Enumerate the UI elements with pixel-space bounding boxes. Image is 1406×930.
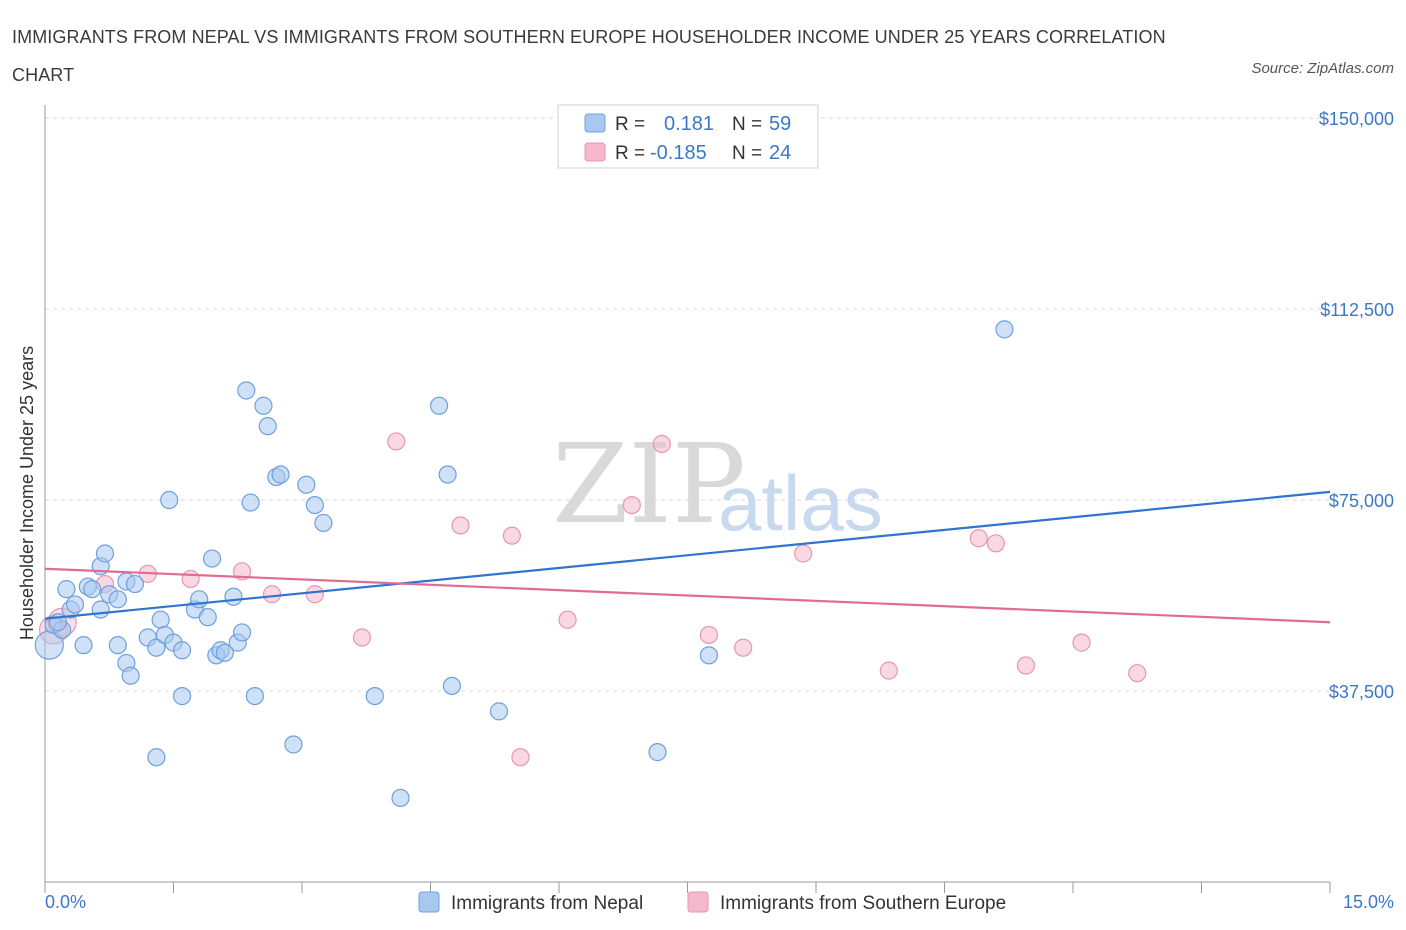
watermark-atlas: atlas <box>718 459 883 547</box>
data-point-nepal <box>237 381 256 400</box>
y-tick-label: $75,000 <box>1329 491 1394 511</box>
data-point-nepal <box>65 595 85 614</box>
data-point-nepal <box>648 743 667 762</box>
data-point-southern-europe <box>734 638 753 657</box>
x-tick-label-left: 0.0% <box>45 892 86 912</box>
data-point-nepal <box>297 475 316 494</box>
y-tick-label: $150,000 <box>1319 109 1394 129</box>
data-point-southern-europe <box>969 529 988 548</box>
data-point-southern-europe <box>262 585 282 604</box>
data-point-southern-europe <box>652 434 671 454</box>
legend-n-value-nepal: 59 <box>769 113 791 135</box>
legend-r-label-2: R = <box>615 143 645 164</box>
data-point-nepal <box>190 590 209 609</box>
correlation-legend: R = 0.181 N = 59 R = -0.185 N = 24 <box>557 104 819 169</box>
data-point-nepal <box>160 490 179 510</box>
data-point-nepal <box>215 643 234 662</box>
data-point-nepal <box>172 641 192 660</box>
legend-r-value-nepal: 0.181 <box>664 113 714 135</box>
legend-swatch-seu <box>584 142 606 162</box>
bottom-legend-swatch-seu <box>687 891 709 913</box>
data-point-nepal <box>202 549 222 568</box>
data-point-nepal <box>699 646 719 665</box>
data-point-southern-europe <box>181 569 200 589</box>
data-point-southern-europe <box>502 526 521 545</box>
series-legend: Immigrants from Nepal Immigrants from So… <box>418 891 1006 914</box>
trend-line-southern-europe <box>44 567 1331 624</box>
data-point-nepal <box>314 513 333 533</box>
data-point-nepal <box>232 623 252 642</box>
data-point-southern-europe <box>451 516 470 535</box>
data-point-nepal <box>429 396 449 415</box>
data-point-southern-europe <box>986 534 1006 553</box>
y-tick-label: $37,500 <box>1329 682 1394 702</box>
data-point-southern-europe <box>794 544 813 563</box>
data-point-southern-europe <box>879 661 898 680</box>
data-point-southern-europe <box>622 495 641 515</box>
bottom-legend-label-nepal: Immigrants from Nepal <box>451 893 643 914</box>
legend-r-value-seu: -0.185 <box>650 142 707 164</box>
data-point-nepal <box>258 417 277 436</box>
data-point-nepal <box>83 580 102 599</box>
data-point-nepal <box>305 495 324 515</box>
series-nepal-points <box>34 320 1014 808</box>
data-point-nepal <box>271 465 290 484</box>
data-point-nepal <box>245 686 264 706</box>
x-tick-label-right: 15.0% <box>1343 892 1394 912</box>
data-point-southern-europe <box>352 628 372 647</box>
watermark-zip: ZIP <box>552 420 746 548</box>
data-point-nepal <box>147 748 166 767</box>
data-point-nepal <box>391 788 410 808</box>
data-point-nepal <box>95 544 115 563</box>
legend-swatch-nepal <box>584 113 606 133</box>
trend-lines <box>44 490 1331 624</box>
data-point-nepal <box>151 610 170 629</box>
data-point-nepal <box>438 465 457 484</box>
data-point-nepal <box>284 735 303 754</box>
data-point-nepal <box>74 636 93 655</box>
data-point-southern-europe <box>1128 664 1147 683</box>
data-point-nepal <box>108 590 127 609</box>
source-credit: Source: ZipAtlas.com <box>1251 60 1394 77</box>
data-point-nepal <box>489 702 509 721</box>
data-point-southern-europe <box>305 585 324 604</box>
data-point-nepal <box>91 600 110 619</box>
data-point-nepal <box>254 396 273 415</box>
data-point-nepal <box>172 686 192 706</box>
legend-n-label-1: N = <box>732 114 762 135</box>
data-point-nepal <box>121 666 140 685</box>
data-point-southern-europe <box>232 562 252 581</box>
y-tick-label: $112,500 <box>1320 300 1394 320</box>
data-point-southern-europe <box>511 748 530 767</box>
y-axis-title: Householder Income Under 25 years <box>17 346 37 640</box>
x-axis-ticks <box>44 882 1331 893</box>
data-point-nepal <box>147 638 166 657</box>
bottom-legend-swatch-nepal <box>418 891 440 913</box>
data-point-southern-europe <box>558 610 577 629</box>
data-point-southern-europe <box>699 625 719 645</box>
data-point-southern-europe <box>387 432 406 451</box>
bottom-legend-label-seu: Immigrants from Southern Europe <box>720 893 1006 914</box>
legend-n-label-2: N = <box>732 143 762 164</box>
data-point-southern-europe <box>1016 656 1035 675</box>
data-point-nepal <box>224 587 243 606</box>
data-point-nepal <box>241 493 260 512</box>
trend-line-nepal <box>44 490 1331 620</box>
data-point-nepal <box>57 580 76 599</box>
data-point-southern-europe <box>1072 633 1091 652</box>
data-point-nepal <box>198 608 217 627</box>
legend-n-value-seu: 24 <box>769 142 791 164</box>
gridlines <box>45 117 1330 692</box>
y-axis-tick-labels: $150,000 $112,500 $75,000 $37,500 <box>1319 109 1394 702</box>
data-point-nepal <box>125 574 145 594</box>
data-point-nepal <box>442 676 462 696</box>
data-point-nepal <box>108 636 127 655</box>
data-point-nepal <box>365 686 384 706</box>
legend-r-label-1: R = <box>615 114 645 135</box>
chart-title: IMMIGRANTS FROM NEPAL VS IMMIGRANTS FROM… <box>12 27 1166 85</box>
data-point-nepal <box>995 320 1014 339</box>
